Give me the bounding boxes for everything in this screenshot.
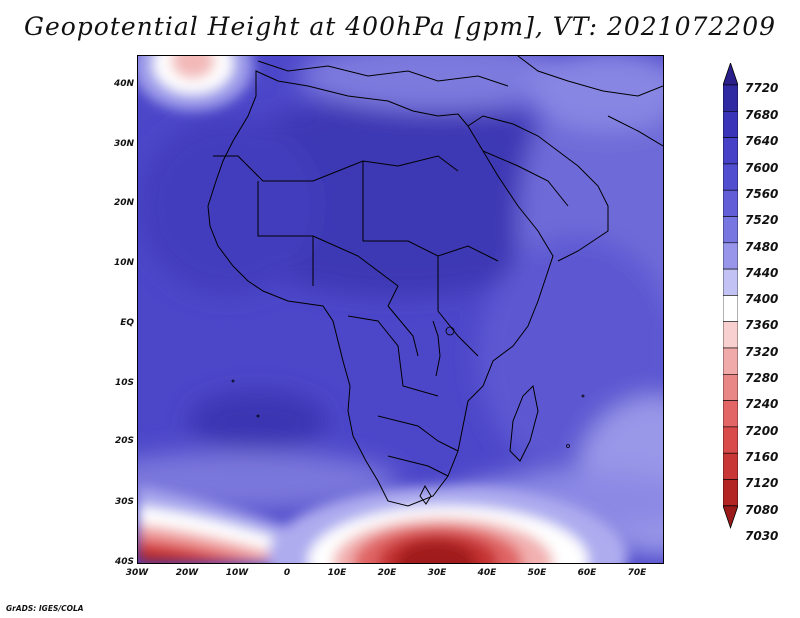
colorbar-swatches bbox=[722, 61, 739, 530]
colorbar-label-7360: 7360 bbox=[745, 318, 779, 332]
colorbar-swatch-7680 bbox=[722, 84, 739, 112]
lon-label-60e: 60E bbox=[577, 568, 597, 578]
colorbar-swatch-7440 bbox=[722, 242, 739, 270]
colorbar-swatch-7600 bbox=[722, 137, 739, 165]
colorbar-label-7030: 7030 bbox=[745, 529, 779, 543]
lat-label-30n: 30N bbox=[113, 139, 134, 149]
colorbar-swatch-7480 bbox=[722, 216, 739, 244]
colorbar bbox=[722, 61, 739, 562]
geopotential-height-map bbox=[138, 56, 663, 563]
lat-label-40s: 40S bbox=[114, 557, 134, 567]
lon-label-30w: 30W bbox=[125, 568, 149, 578]
lat-label-eq: EQ bbox=[120, 318, 134, 328]
coastlines bbox=[207, 56, 663, 507]
colorbar-arrow-bottom bbox=[722, 505, 739, 530]
colorbar-swatch-7120 bbox=[722, 452, 739, 480]
lon-label-40e: 40E bbox=[477, 568, 497, 578]
colorbar-label-7720: 7720 bbox=[745, 81, 779, 95]
colorbar-arrow-top bbox=[722, 61, 739, 86]
colorbar-label-7240: 7240 bbox=[745, 397, 779, 411]
colorbar-swatch-7280 bbox=[722, 347, 739, 375]
colorbar-swatch-7400 bbox=[722, 268, 739, 296]
colorbar-label-7080: 7080 bbox=[745, 503, 779, 517]
lon-label-70e: 70E bbox=[627, 568, 647, 578]
colorbar-label-7120: 7120 bbox=[745, 476, 779, 490]
colorbar-swatch-7200 bbox=[722, 400, 739, 428]
lat-label-40n: 40N bbox=[113, 79, 134, 89]
lon-label-50e: 50E bbox=[527, 568, 547, 578]
colorbar-label-7280: 7280 bbox=[745, 371, 779, 385]
colorbar-swatch-7320 bbox=[722, 321, 739, 349]
lon-label-30e: 30E bbox=[427, 568, 447, 578]
colorbar-label-7640: 7640 bbox=[745, 134, 779, 148]
colorbar-label-7160: 7160 bbox=[745, 450, 779, 464]
lon-label-0: 0 bbox=[283, 568, 291, 578]
lat-label-10n: 10N bbox=[113, 258, 134, 268]
colorbar-label-7680: 7680 bbox=[745, 108, 779, 122]
lon-label-10w: 10W bbox=[225, 568, 249, 578]
colorbar-swatch-7240 bbox=[722, 373, 739, 401]
lon-label-10e: 10E bbox=[327, 568, 347, 578]
colorbar-swatch-7160 bbox=[722, 426, 739, 454]
colorbar-swatch-7560 bbox=[722, 163, 739, 191]
map-title: Geopotential Height at 400hPa [gpm], VT:… bbox=[23, 12, 777, 41]
colorbar-label-7400: 7400 bbox=[745, 292, 779, 306]
colorbar-swatch-7520 bbox=[722, 189, 739, 217]
lat-label-20n: 20N bbox=[113, 198, 134, 208]
colorbar-label-7560: 7560 bbox=[745, 187, 779, 201]
lat-label-10s: 10S bbox=[114, 378, 134, 388]
colorbar-label-7320: 7320 bbox=[745, 345, 779, 359]
colorbar-label-7440: 7440 bbox=[745, 266, 779, 280]
colorbar-label-7600: 7600 bbox=[745, 161, 779, 175]
colorbar-label-7480: 7480 bbox=[745, 240, 779, 254]
lat-label-20s: 20S bbox=[114, 436, 134, 446]
colorbar-swatch-7080 bbox=[722, 479, 739, 507]
lon-label-20e: 20E bbox=[377, 568, 397, 578]
lon-label-20w: 20W bbox=[175, 568, 199, 578]
map-plot-area bbox=[137, 55, 664, 564]
grads-credit: GrADS: IGES/COLA bbox=[6, 604, 84, 613]
colorbar-label-7200: 7200 bbox=[745, 424, 779, 438]
colorbar-label-7520: 7520 bbox=[745, 213, 779, 227]
lat-label-30s: 30S bbox=[114, 497, 134, 507]
colorbar-swatch-7360 bbox=[722, 295, 739, 322]
colorbar-swatch-7640 bbox=[722, 110, 739, 138]
